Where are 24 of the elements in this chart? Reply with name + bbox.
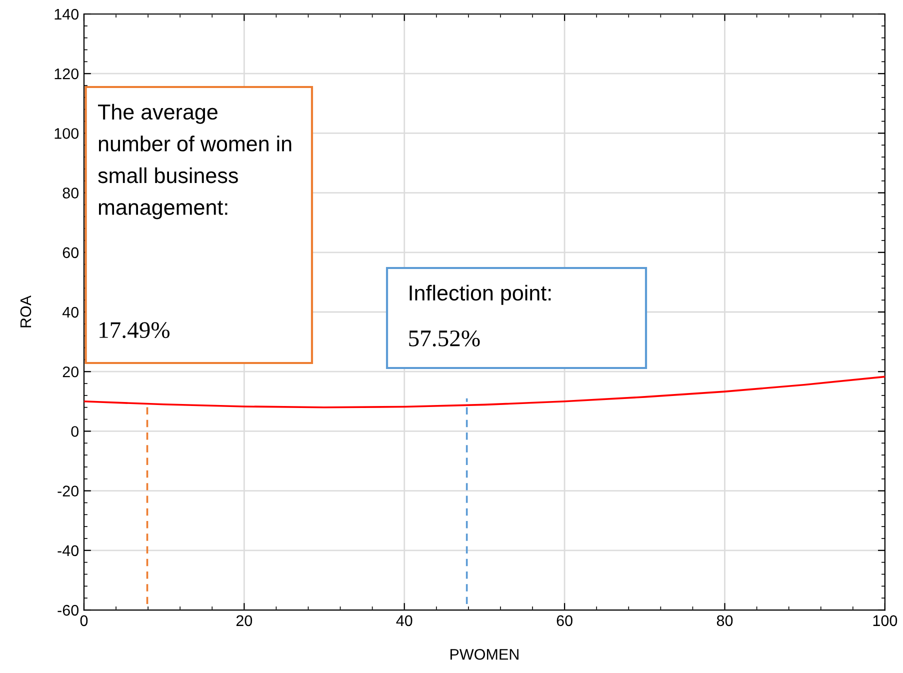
y-axis-title: ROA (20, 295, 32, 328)
y-tick-label: 140 (54, 8, 79, 20)
x-tick-label: 0 (80, 615, 88, 626)
annotation: 57.52% (409, 330, 480, 346)
y-tick-label: 80 (62, 188, 79, 198)
y-tick-label: 120 (54, 68, 79, 80)
y-tick-label: 40 (62, 306, 79, 318)
y-tick-label: -40 (58, 545, 79, 556)
x-tick-label: 20 (236, 615, 252, 626)
y-tick-label: 60 (62, 247, 79, 258)
annotation: The average number of women in small business management: (98, 104, 292, 220)
y-tick-label: 100 (54, 128, 79, 139)
y-tick-label: -20 (58, 486, 79, 496)
y-tick-label: 20 (62, 366, 79, 378)
x-tick-label: 100 (873, 615, 898, 626)
x-tick-label: 40 (396, 615, 412, 626)
annotation: Inflection point: (410, 284, 551, 305)
y-tick-label: -60 (58, 604, 79, 616)
x-tick-label: 60 (556, 615, 572, 626)
y-tick-label: 0 (71, 426, 79, 437)
line-series (84, 376, 885, 408)
x-tick-label: 80 (716, 615, 733, 626)
x-axis-title: PWOMEN (450, 648, 518, 660)
annotation: 17.49% (100, 322, 170, 338)
